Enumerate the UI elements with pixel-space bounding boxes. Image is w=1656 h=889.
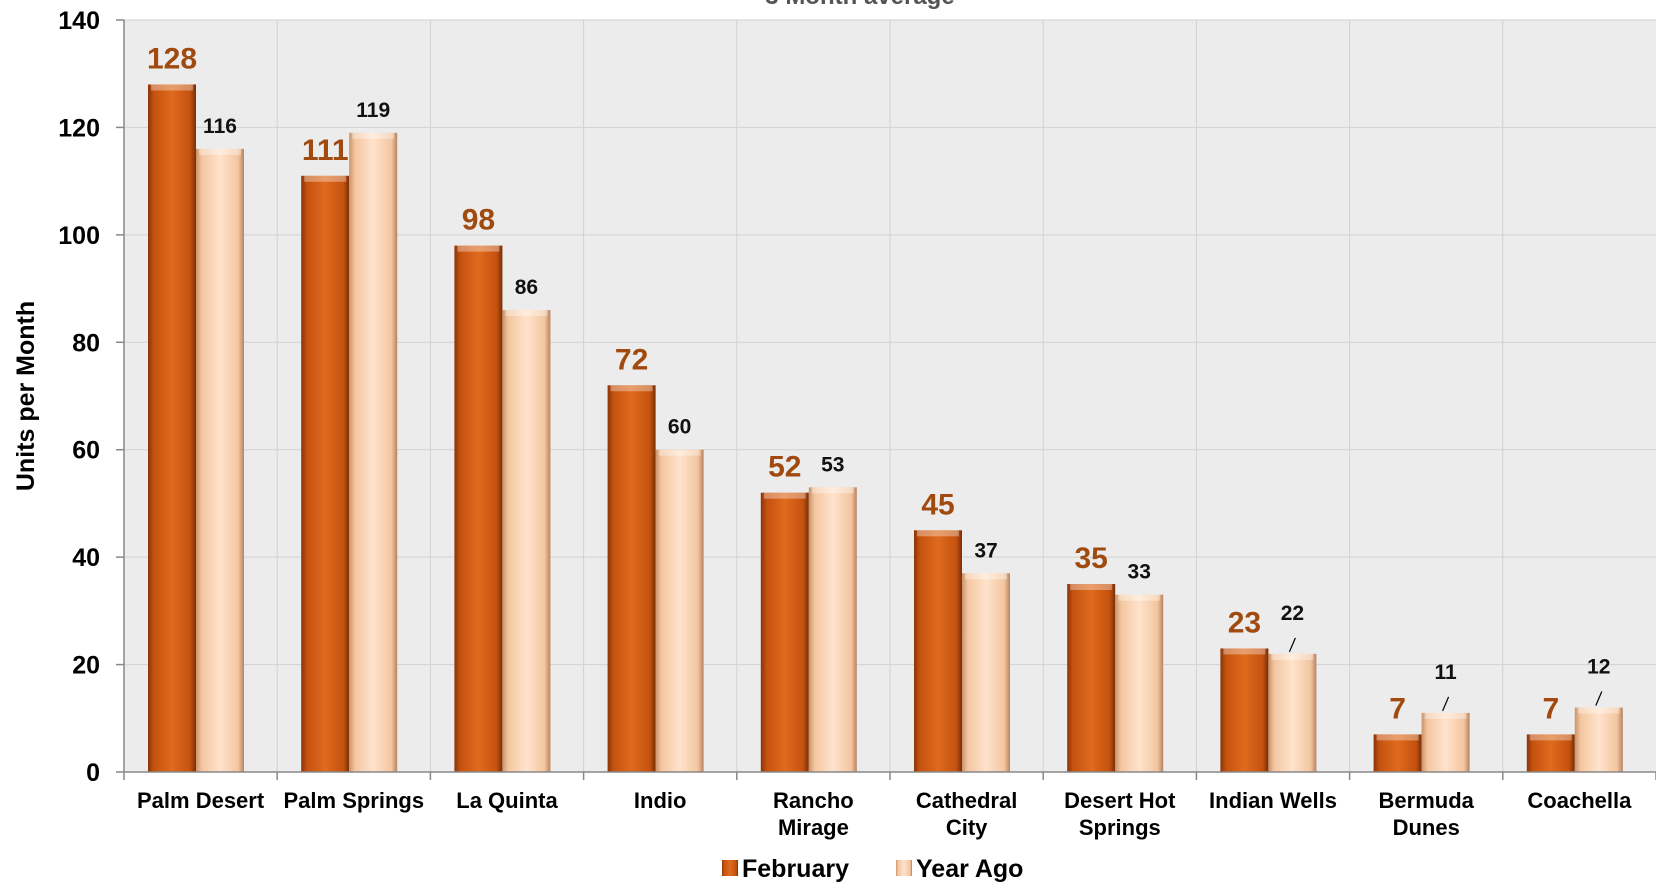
bar-highlight <box>1577 707 1620 714</box>
y-tick-label: 100 <box>58 222 100 250</box>
bar-year-ago <box>962 573 1010 772</box>
y-tick-label: 20 <box>72 652 100 680</box>
data-label: 11 <box>1434 661 1457 684</box>
bar-highlight <box>1529 734 1572 741</box>
bar-highlight <box>658 449 701 456</box>
data-label: 111 <box>302 134 349 167</box>
axes-layer: 0 20 40 60 80 100 120 140 Palm Desert Palm Spring… <box>58 7 1656 840</box>
x-tick-label: La Quinta <box>456 788 558 813</box>
bar-highlight <box>917 530 959 537</box>
x-tick-label: City <box>946 815 988 840</box>
x-tick-label: Palm Desert <box>137 788 265 813</box>
bar-highlight <box>763 492 806 499</box>
data-label: 22 <box>1281 602 1304 625</box>
bar-year-ago <box>502 310 551 772</box>
x-tick-label: Cathedral <box>916 788 1017 813</box>
data-label: 98 <box>462 204 495 237</box>
bar-highlight <box>610 385 653 392</box>
y-tick-label: 80 <box>72 329 100 357</box>
x-tick-label: Mirage <box>778 815 849 840</box>
bar-highlight <box>505 310 548 317</box>
data-label: 12 <box>1587 656 1610 679</box>
bar-highlight <box>811 487 854 494</box>
leader-line <box>1442 696 1450 712</box>
data-label: 53 <box>821 453 844 476</box>
bar-february <box>1373 734 1422 772</box>
bar-highlight <box>352 132 395 139</box>
legend-label: February <box>742 855 849 883</box>
data-label: 52 <box>768 451 801 484</box>
bar-highlight <box>1070 584 1113 590</box>
bar-february <box>607 385 656 772</box>
y-axis-label: Units per Month <box>12 301 40 491</box>
bar-year-ago <box>349 132 398 773</box>
bar-highlight <box>1118 594 1161 601</box>
data-label: 86 <box>515 276 538 299</box>
bar-february <box>301 175 350 772</box>
data-label: 37 <box>974 539 997 562</box>
bar-year-ago <box>655 449 704 772</box>
data-label: 60 <box>668 416 691 439</box>
data-label: 128 <box>147 42 197 75</box>
leader-line <box>1595 691 1603 706</box>
chart-title: 3 Month average <box>765 0 954 10</box>
gridlines <box>124 19 1656 772</box>
bar-february <box>760 492 809 772</box>
x-tick-label: Springs <box>1079 815 1161 840</box>
data-label: 33 <box>1128 561 1151 584</box>
x-tick-label: Dunes <box>1393 815 1460 840</box>
data-label: 72 <box>615 343 648 376</box>
bar-highlight <box>199 148 241 155</box>
data-label: 7 <box>1542 692 1559 725</box>
bar-year-ago <box>1115 594 1164 772</box>
legend: February Year Ago <box>722 855 1023 883</box>
bar-february <box>1220 648 1269 772</box>
bar-february <box>1526 734 1575 772</box>
bars-layer <box>148 84 1623 773</box>
y-tick-label: 40 <box>72 544 100 572</box>
bar-year-ago <box>196 148 244 772</box>
bar-february <box>914 530 962 772</box>
x-tick-label: Indian Wells <box>1209 788 1337 813</box>
bar-highlight <box>457 245 500 252</box>
bar-highlight <box>1223 648 1266 655</box>
y-tick-label: 60 <box>72 437 100 465</box>
bar-year-ago <box>808 487 857 772</box>
data-label: 116 <box>203 115 237 138</box>
x-tick-label: Coachella <box>1527 788 1632 813</box>
bar-highlight <box>304 175 347 182</box>
bar-february <box>1067 584 1116 772</box>
bar-highlight <box>151 84 193 91</box>
legend-swatch <box>896 860 912 876</box>
legend-swatch <box>722 860 738 876</box>
leader-line <box>1288 637 1296 653</box>
x-tick-label: Rancho <box>773 788 854 813</box>
bar-year-ago <box>1574 707 1623 772</box>
data-label: 45 <box>921 488 954 521</box>
x-tick-label: Desert Hot <box>1064 788 1176 813</box>
data-label: 7 <box>1389 692 1406 725</box>
y-tick-label: 140 <box>58 7 100 35</box>
y-tick-label: 120 <box>58 114 100 142</box>
data-label: 119 <box>356 99 390 122</box>
bar-february <box>148 84 196 772</box>
x-tick-label: Palm Springs <box>284 788 425 813</box>
bar-highlight <box>1376 734 1419 741</box>
data-label: 23 <box>1228 606 1261 639</box>
x-tick-label: Indio <box>634 788 687 813</box>
y-tick-label: 0 <box>86 759 100 787</box>
bar-highlight <box>1424 712 1467 719</box>
data-labels-layer: 128 111 98 72 52 45 35 23 7 7 116 119 86 60 53 37 33 22 11… <box>147 42 1611 725</box>
bar-february <box>454 245 503 773</box>
bar-year-ago <box>1421 712 1470 772</box>
bar-year-ago <box>1268 653 1317 772</box>
x-tick-label: Bermuda <box>1379 788 1475 813</box>
bar-highlight <box>1271 653 1314 660</box>
data-label: 35 <box>1075 542 1108 575</box>
legend-label: Year Ago <box>916 855 1023 883</box>
bar-highlight <box>965 573 1007 580</box>
